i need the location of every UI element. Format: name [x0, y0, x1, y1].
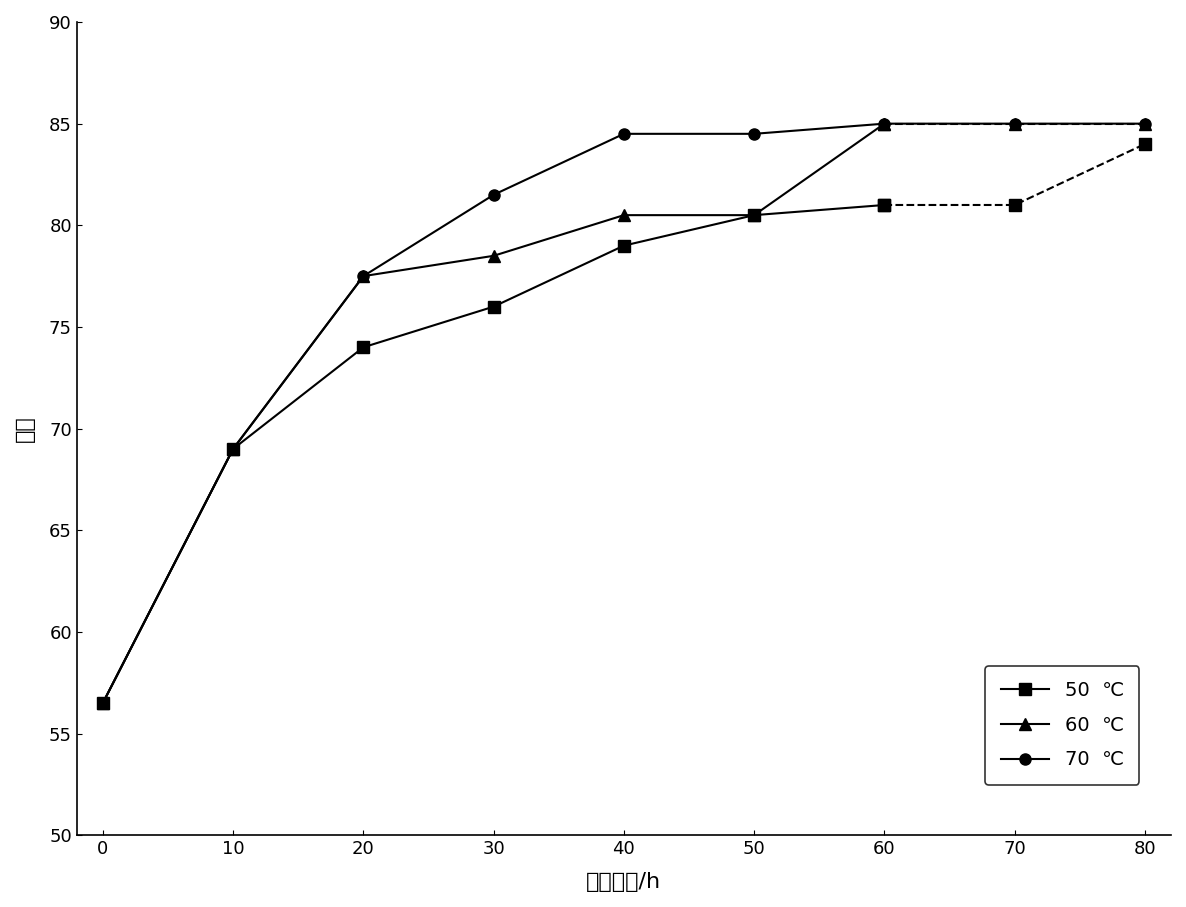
X-axis label: 脉色时间/h: 脉色时间/h [586, 872, 662, 892]
Legend: 50  ℃, 60  ℃, 70  ℃: 50 ℃, 60 ℃, 70 ℃ [986, 666, 1140, 785]
Y-axis label: 白度: 白度 [15, 415, 36, 442]
